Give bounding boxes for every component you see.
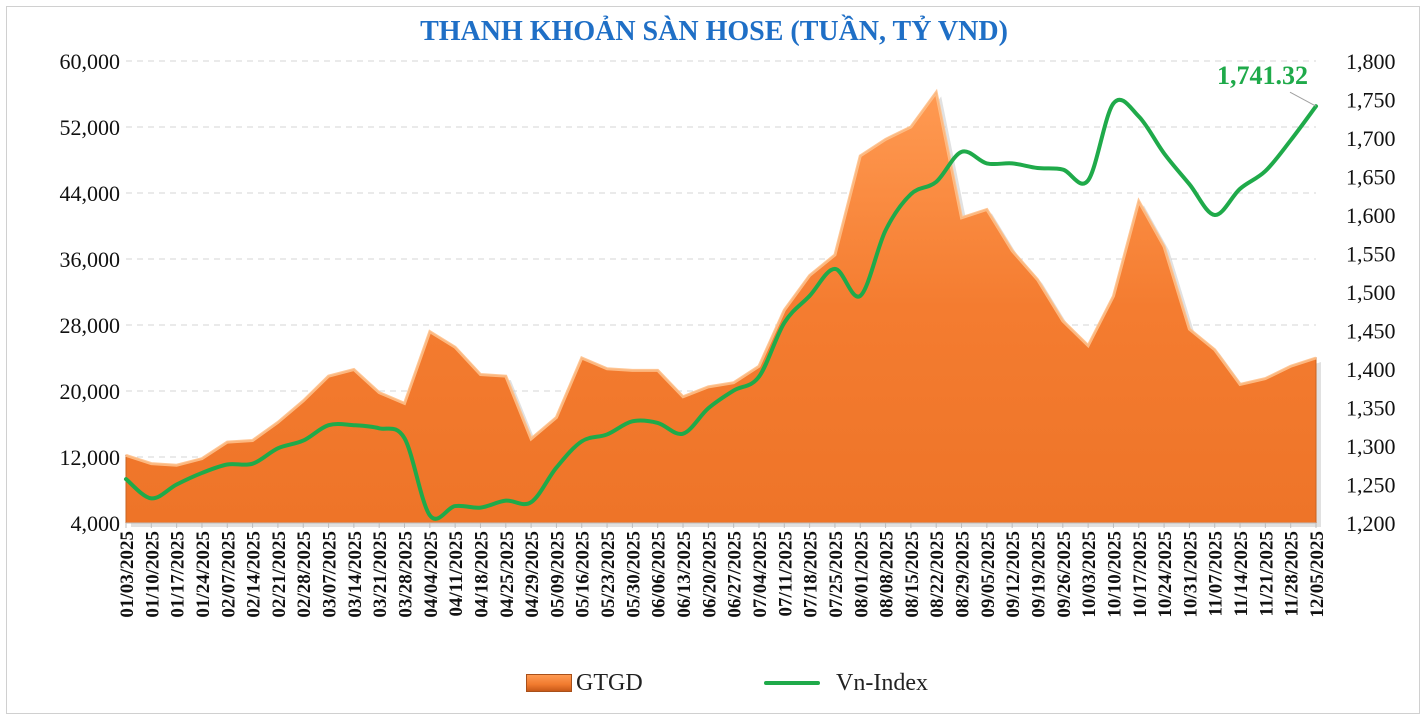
- x-tick-label: 04/18/2025: [471, 531, 492, 618]
- y-right-tick-label: 1,500: [1346, 280, 1396, 305]
- chart-legend: GTGD Vn-Index: [0, 668, 1428, 698]
- y-right-tick-label: 1,550: [1346, 242, 1396, 267]
- x-tick-label: 07/11/2025: [775, 531, 796, 617]
- x-tick-label: 11/28/2025: [1282, 531, 1303, 617]
- y-right-tick-label: 1,400: [1346, 357, 1396, 382]
- y-right-tick-label: 1,200: [1346, 511, 1396, 536]
- x-tick-label: 03/28/2025: [396, 531, 417, 618]
- y-left-tick-label: 12,000: [60, 445, 121, 470]
- legend-label-vn-index: Vn-Index: [836, 669, 928, 696]
- x-tick-label: 06/06/2025: [649, 531, 670, 618]
- x-tick-label: 02/07/2025: [218, 531, 239, 618]
- y-right-tick-label: 1,600: [1346, 203, 1396, 228]
- x-tick-label: 08/22/2025: [927, 531, 948, 618]
- x-tick-label: 02/14/2025: [244, 531, 265, 618]
- x-tick-label: 07/18/2025: [801, 531, 822, 618]
- gtgd-area-top-edge: [125, 88, 1317, 467]
- x-tick-label: 09/19/2025: [1028, 531, 1049, 618]
- vn-index-line: [124, 97, 1318, 521]
- x-tick-label: 01/03/2025: [117, 531, 138, 618]
- gtgd-area: [125, 91, 1317, 524]
- y-right-tick-label: 1,250: [1346, 473, 1396, 498]
- x-tick-label: 06/20/2025: [699, 531, 720, 618]
- y-right-tick-label: 1,700: [1346, 126, 1396, 151]
- x-tick-label: 05/16/2025: [573, 531, 594, 618]
- x-tick-label: 10/17/2025: [1130, 531, 1151, 618]
- x-tick-label: 06/13/2025: [674, 531, 695, 618]
- legend-swatch-gtgd: [526, 674, 572, 692]
- x-tick-label: 01/10/2025: [142, 531, 163, 618]
- y-right-tick-label: 1,300: [1346, 434, 1396, 459]
- y-left-tick-label: 36,000: [60, 247, 121, 272]
- x-tick-label: 03/21/2025: [370, 531, 391, 618]
- x-tick-label: 01/24/2025: [193, 531, 214, 618]
- x-tick-label: 11/07/2025: [1206, 531, 1227, 617]
- x-tick-label: 10/31/2025: [1180, 531, 1201, 618]
- y-left-tick-label: 28,000: [60, 313, 121, 338]
- x-tick-label: 09/12/2025: [1003, 531, 1024, 618]
- x-tick-label: 10/10/2025: [1104, 531, 1125, 618]
- x-tick-label: 08/08/2025: [877, 531, 898, 618]
- y-left-tick-label: 20,000: [60, 379, 121, 404]
- x-tick-label: 05/09/2025: [547, 531, 568, 618]
- x-tick-label: 02/28/2025: [294, 531, 315, 618]
- y-right-tick-label: 1,450: [1346, 319, 1396, 344]
- chart-title: THANH KHOẢN SÀN HOSE (TUẦN, TỶ VND): [420, 16, 1008, 47]
- x-tick-label: 03/14/2025: [345, 531, 366, 618]
- x-tick-label: 02/21/2025: [269, 531, 290, 618]
- x-tick-label: 03/07/2025: [320, 531, 341, 618]
- x-tick-label: 11/21/2025: [1256, 531, 1277, 617]
- y-left-tick-label: 44,000: [60, 181, 121, 206]
- y-right-tick-label: 1,350: [1346, 396, 1396, 421]
- x-tick-label: 11/14/2025: [1231, 531, 1252, 617]
- vn-index-last-value-label: 1,741.32: [1217, 61, 1308, 90]
- legend-item-gtgd: GTGD: [526, 668, 643, 698]
- legend-item-vn-index: Vn-Index: [764, 668, 928, 698]
- x-tick-label: 10/24/2025: [1155, 531, 1176, 618]
- legend-label-gtgd: GTGD: [576, 669, 643, 696]
- y-right-tick-label: 1,800: [1346, 49, 1396, 74]
- x-tick-label: 04/04/2025: [421, 531, 442, 618]
- x-tick-label: 05/30/2025: [623, 531, 644, 618]
- x-tick-label: 06/27/2025: [725, 531, 746, 618]
- annotation-leader: [1289, 91, 1317, 107]
- x-tick-label: 12/05/2025: [1307, 531, 1328, 618]
- y-left-tick-label: 4,000: [71, 511, 121, 536]
- x-tick-label: 07/04/2025: [750, 531, 771, 618]
- x-tick-label: 01/17/2025: [168, 531, 189, 618]
- x-tick-label: 07/25/2025: [826, 531, 847, 618]
- y-left-tick-label: 52,000: [60, 115, 121, 140]
- y-right-tick-label: 1,750: [1346, 88, 1396, 113]
- x-tick-label: 04/11/2025: [446, 531, 467, 617]
- x-tick-label: 08/15/2025: [902, 531, 923, 618]
- x-tick-label: 10/03/2025: [1079, 531, 1100, 618]
- y-left-tick-label: 60,000: [60, 49, 121, 74]
- x-tick-label: 09/26/2025: [1054, 531, 1075, 618]
- x-tick-label: 09/05/2025: [978, 531, 999, 618]
- x-tick-label: 05/23/2025: [598, 531, 619, 618]
- chart-frame: [6, 6, 1420, 714]
- x-tick-label: 04/25/2025: [497, 531, 518, 618]
- x-tick-label: 04/29/2025: [522, 531, 543, 618]
- y-right-tick-label: 1,650: [1346, 165, 1396, 190]
- x-tick-label: 08/29/2025: [953, 531, 974, 618]
- x-tick-label: 08/01/2025: [851, 531, 872, 618]
- legend-swatch-vn-index: [764, 681, 820, 685]
